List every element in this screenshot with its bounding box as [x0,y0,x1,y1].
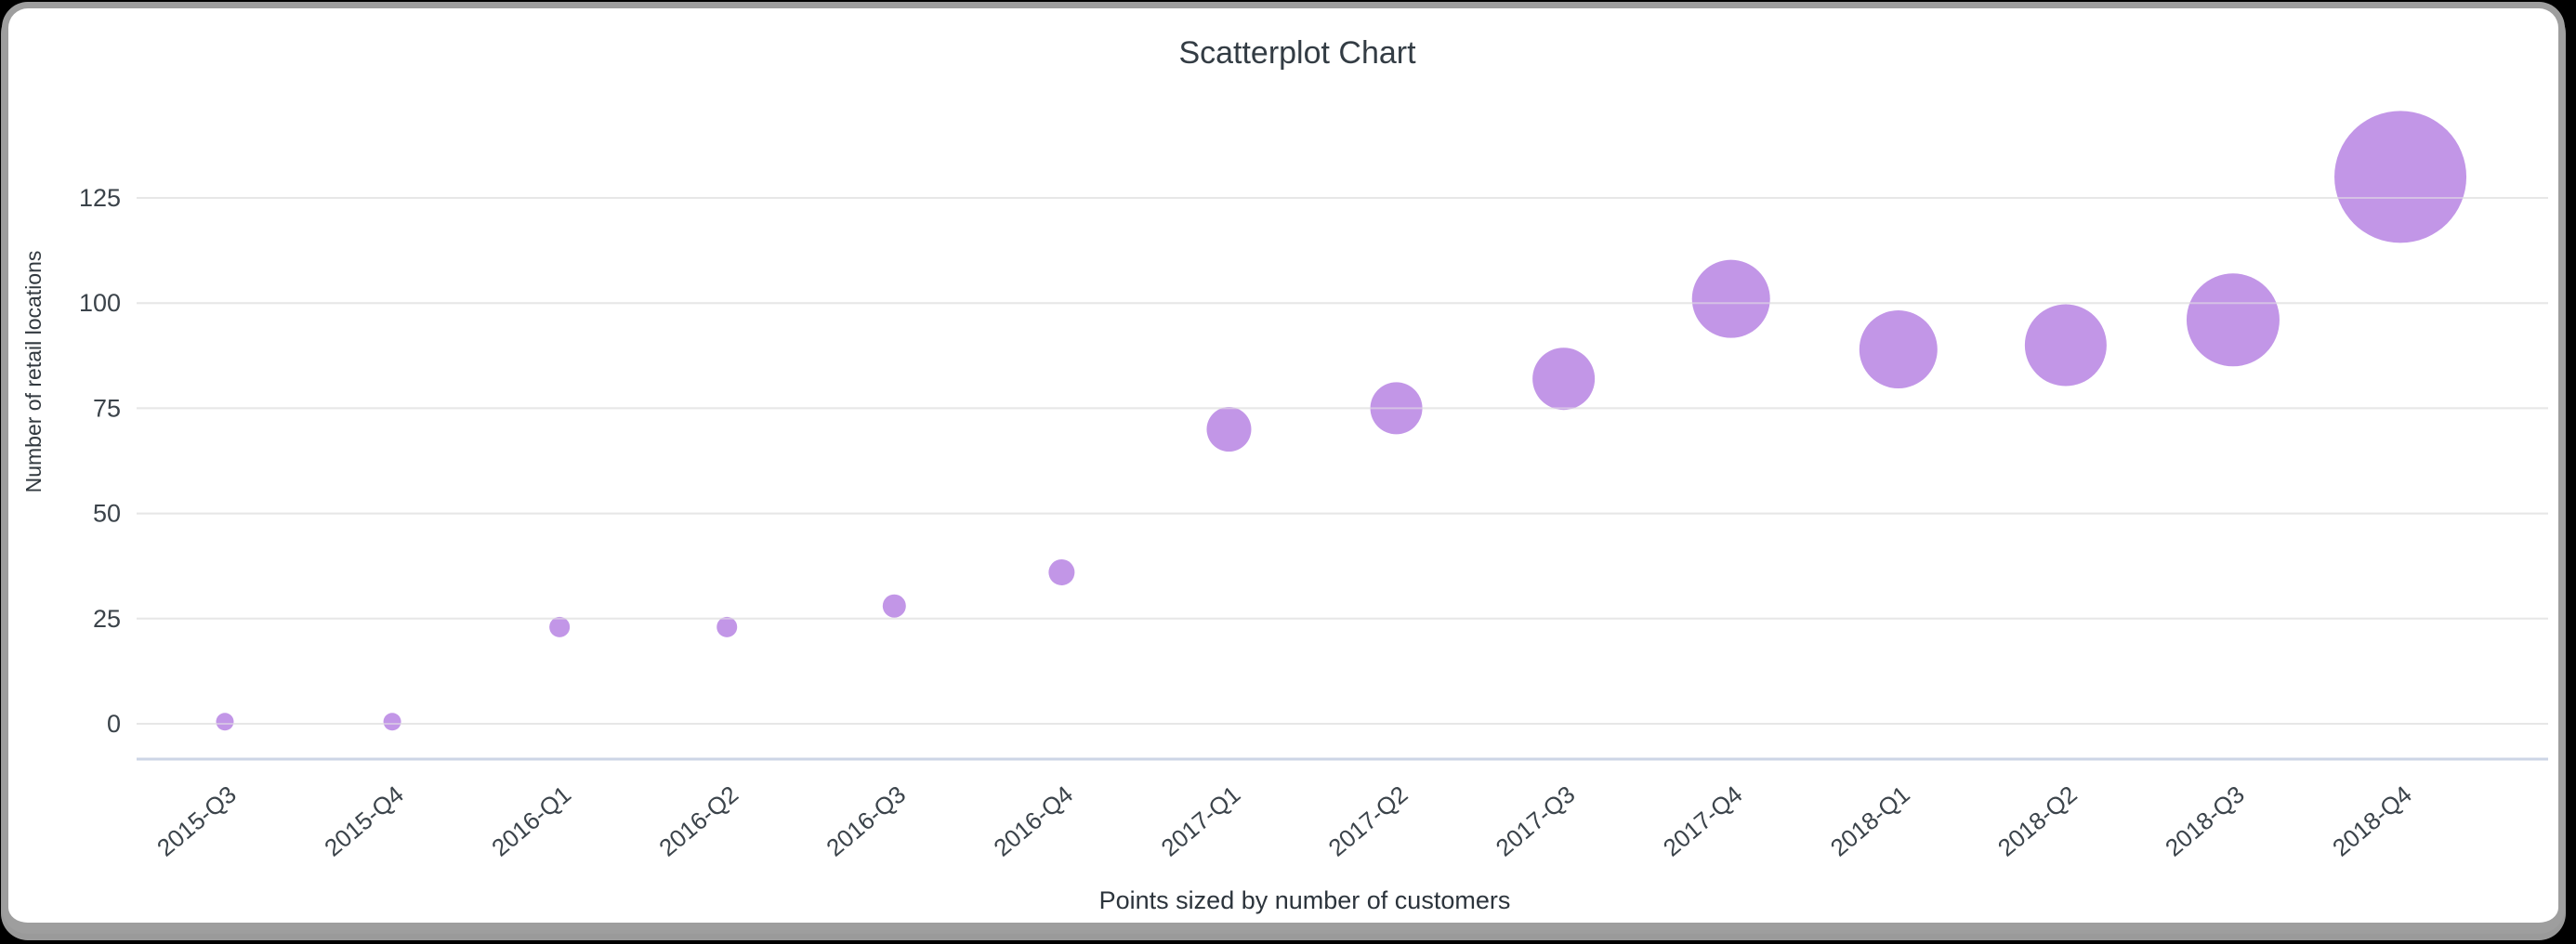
y-tick-label: 100 [79,289,121,317]
y-tick-label: 0 [107,710,121,738]
data-point[interactable] [216,713,234,731]
x-axis-label: 2018-Q1 [1825,780,1915,862]
x-axis-label: 2015-Q3 [151,780,242,862]
x-axis-label: 2016-Q3 [821,780,911,862]
x-axis-label: 2016-Q4 [988,780,1078,862]
x-axis-label: 2016-Q1 [486,780,576,862]
y-tick-label: 50 [93,500,121,528]
point-layer [216,111,2467,731]
y-tick-label: 25 [93,605,121,633]
x-axis-label: 2015-Q4 [319,780,409,862]
x-axis-label: 2016-Q2 [653,780,743,862]
x-axis-label: 2018-Q4 [2327,780,2417,862]
data-point[interactable] [1206,407,1252,452]
x-axis-label: 2017-Q1 [1156,780,1246,862]
y-tick-label: 75 [93,394,121,422]
y-axis-title: Number of retail locations [21,251,46,493]
data-point[interactable] [2186,273,2280,367]
data-point[interactable] [549,616,571,637]
data-point[interactable] [1691,259,1770,338]
data-point[interactable] [882,594,906,618]
data-point[interactable] [2024,304,2107,387]
gridline-overlay [137,197,2548,725]
chart-title: Scatterplot Chart [1178,35,1416,71]
x-axis-caption: Points sized by number of customers [1099,886,1511,914]
x-axis-label: 2018-Q2 [1992,780,2083,862]
data-point[interactable] [1859,310,1938,389]
x-axis-label: 2017-Q2 [1323,780,1413,862]
x-axis-label: 2017-Q3 [1491,780,1581,862]
grid-layer [137,197,2548,761]
x-axis-label: 2018-Q3 [2160,780,2250,862]
x-axis-label: 2017-Q4 [1658,780,1748,862]
y-tick-label: 125 [79,184,121,212]
data-point[interactable] [1048,558,1075,585]
data-point[interactable] [383,713,401,731]
data-point[interactable] [1532,347,1596,411]
data-point[interactable] [716,616,738,637]
data-point[interactable] [2334,111,2467,243]
